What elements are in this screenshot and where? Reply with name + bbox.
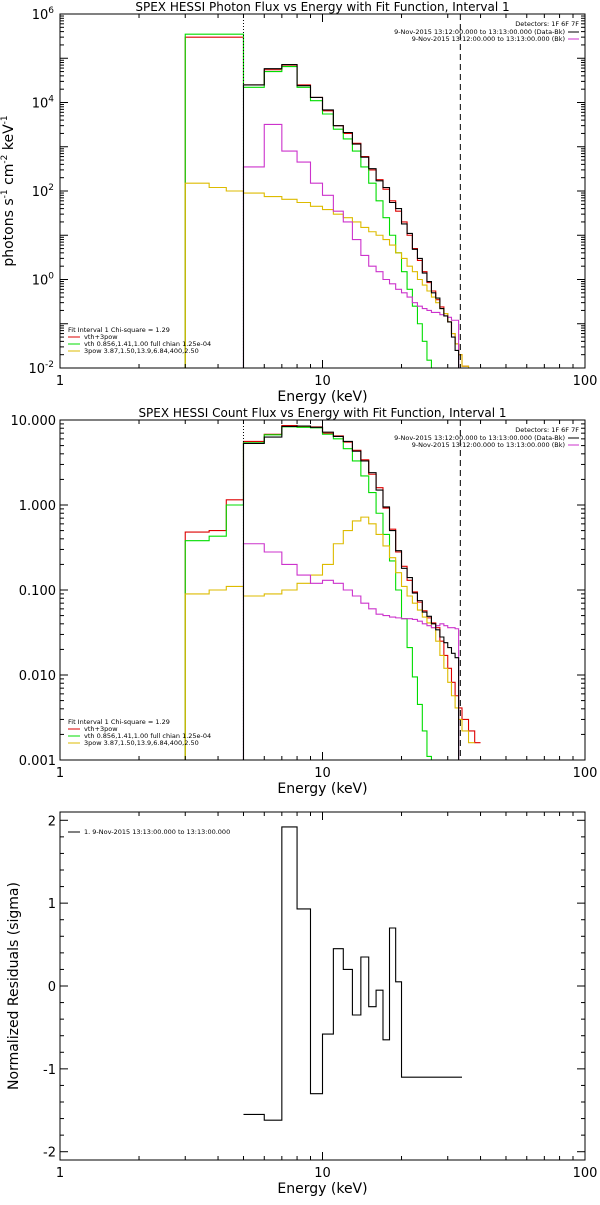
y-tick-label: 1.000	[19, 499, 56, 514]
y-tick-label: -1	[43, 1063, 56, 1078]
y-tick-base: 10	[32, 97, 49, 112]
x-tick-label: 1	[56, 766, 64, 781]
x-tick-label: 10	[314, 1166, 331, 1181]
plot-area	[243, 826, 463, 1121]
x-tick-label: 10	[314, 374, 331, 389]
series-3pow	[184, 516, 475, 760]
y-axis-label-part: keV	[1, 124, 17, 155]
series-vth-3pow	[184, 36, 497, 368]
panel-count: SPEX HESSI Count Flux vs Energy with Fit…	[11, 406, 598, 797]
chart-title: SPEX HESSI Count Flux vs Energy with Fit…	[138, 406, 506, 420]
legend-left-header: Fit Interval 1 Chi-square = 1.29	[68, 718, 170, 726]
series-vth	[184, 426, 440, 760]
series-vth	[184, 33, 497, 368]
x-tick-label: 100	[573, 1166, 598, 1181]
series-3pow	[184, 182, 497, 368]
y-tick-exponent: 4	[48, 95, 54, 105]
series-bk	[242, 543, 463, 760]
y-tick-base: 10	[32, 8, 49, 23]
y-axis-label: photons s-1 cm-2 keV-1	[0, 115, 17, 266]
y-tick-label: 104	[32, 95, 55, 112]
legend-left-entry: vth+3pow	[84, 725, 118, 733]
y-tick-label: 1	[48, 897, 56, 912]
chart-title: SPEX HESSI Photon Flux vs Energy with Fi…	[135, 0, 509, 14]
x-tick-label: 100	[573, 374, 598, 389]
y-tick-exponent: -2	[45, 360, 54, 370]
y-axis-label-part: -1	[0, 115, 10, 124]
x-axis-label: Energy (keV)	[277, 781, 367, 797]
plot-area	[184, 33, 497, 368]
y-tick-label: 0.100	[19, 584, 56, 599]
x-axis-label: Energy (keV)	[277, 1181, 367, 1197]
legend-right-entry: 9-Nov-2015 13:12:00.000 to 13:13:00.000 …	[394, 434, 565, 442]
y-tick-exponent: 2	[48, 183, 54, 193]
y-tick-label: 100	[32, 272, 55, 289]
series-data-bk	[242, 425, 463, 760]
y-tick-label: 0	[48, 980, 56, 995]
x-tick-label: 100	[573, 766, 598, 781]
series-bk	[242, 123, 463, 368]
legend-left-entry: 3pow 3.87,1.50,13.9,6.84,400,2.50	[84, 739, 199, 747]
legend-left-entry: 3pow 3.87,1.50,13.9,6.84,400,2.50	[84, 347, 199, 355]
legend-right-header: Detectors: 1F 6F 7F	[515, 20, 579, 28]
y-tick-label: 10-2	[28, 360, 54, 377]
series-residuals	[243, 826, 463, 1121]
legend-right-entry: 9-Nov-2015 13:12:00.000 to 13:13:00.000 …	[394, 28, 565, 36]
y-tick-base: 10	[32, 274, 49, 289]
plot-frame	[59, 811, 586, 1161]
y-tick-label: 0.010	[19, 669, 56, 684]
y-axis-label-part: photons s	[1, 198, 17, 266]
y-tick-label: 10.000	[11, 414, 57, 429]
series-data-bk	[242, 64, 463, 368]
y-tick-label: 2	[48, 814, 56, 829]
y-tick-label: 106	[32, 6, 55, 23]
y-tick-label: 102	[32, 183, 54, 200]
x-tick-label: 1	[56, 374, 64, 389]
y-tick-exponent: 0	[48, 272, 54, 282]
legend-left-entry: vth 0.856,1.41,1.00 full chian 1.25e-04	[84, 340, 211, 348]
legend-right-header: Detectors: 1F 6F 7F	[515, 426, 579, 434]
legend-left-header: Fit Interval 1 Chi-square = 1.29	[68, 326, 170, 334]
legend-left-entry: vth+3pow	[84, 333, 118, 341]
panel-residuals: 1 10 100 Energy (keV) -2 -1 0 1 2 Normalized Resi…	[6, 811, 598, 1197]
legend-right-entry: 9-Nov-2015 13:12:00.000 to 13:13:00.000 …	[412, 35, 565, 43]
y-tick-label: -2	[43, 1146, 56, 1161]
y-tick-label: 0.001	[19, 754, 56, 769]
y-tick-exponent: 6	[48, 6, 54, 16]
x-tick-label: 10	[314, 766, 331, 781]
y-axis-label-part: -2	[0, 155, 10, 164]
y-tick-base: 10	[28, 362, 45, 377]
legend-right-entry: 9-Nov-2015 13:12:00.000 to 13:13:00.000 …	[412, 441, 565, 449]
legend-left-entry: 1. 9-Nov-2015 13:13:00.000 to 13:13:00.0…	[84, 828, 230, 836]
y-axis-label-part: cm	[1, 164, 17, 190]
x-tick-label: 1	[56, 1166, 64, 1181]
y-axis-label: Normalized Residuals (sigma)	[6, 882, 22, 1090]
plot-frame	[59, 419, 586, 761]
plot-area	[184, 425, 481, 760]
panel-photon: SPEX HESSI Photon Flux vs Energy with Fi…	[0, 0, 597, 405]
series-vth-3pow	[184, 425, 481, 760]
x-axis-label: Energy (keV)	[277, 389, 367, 405]
y-axis-label-part: -1	[0, 189, 10, 198]
y-tick-base: 10	[32, 185, 49, 200]
legend-left-entry: vth 0.856,1.41,1.00 full chian 1.25e-04	[84, 732, 211, 740]
